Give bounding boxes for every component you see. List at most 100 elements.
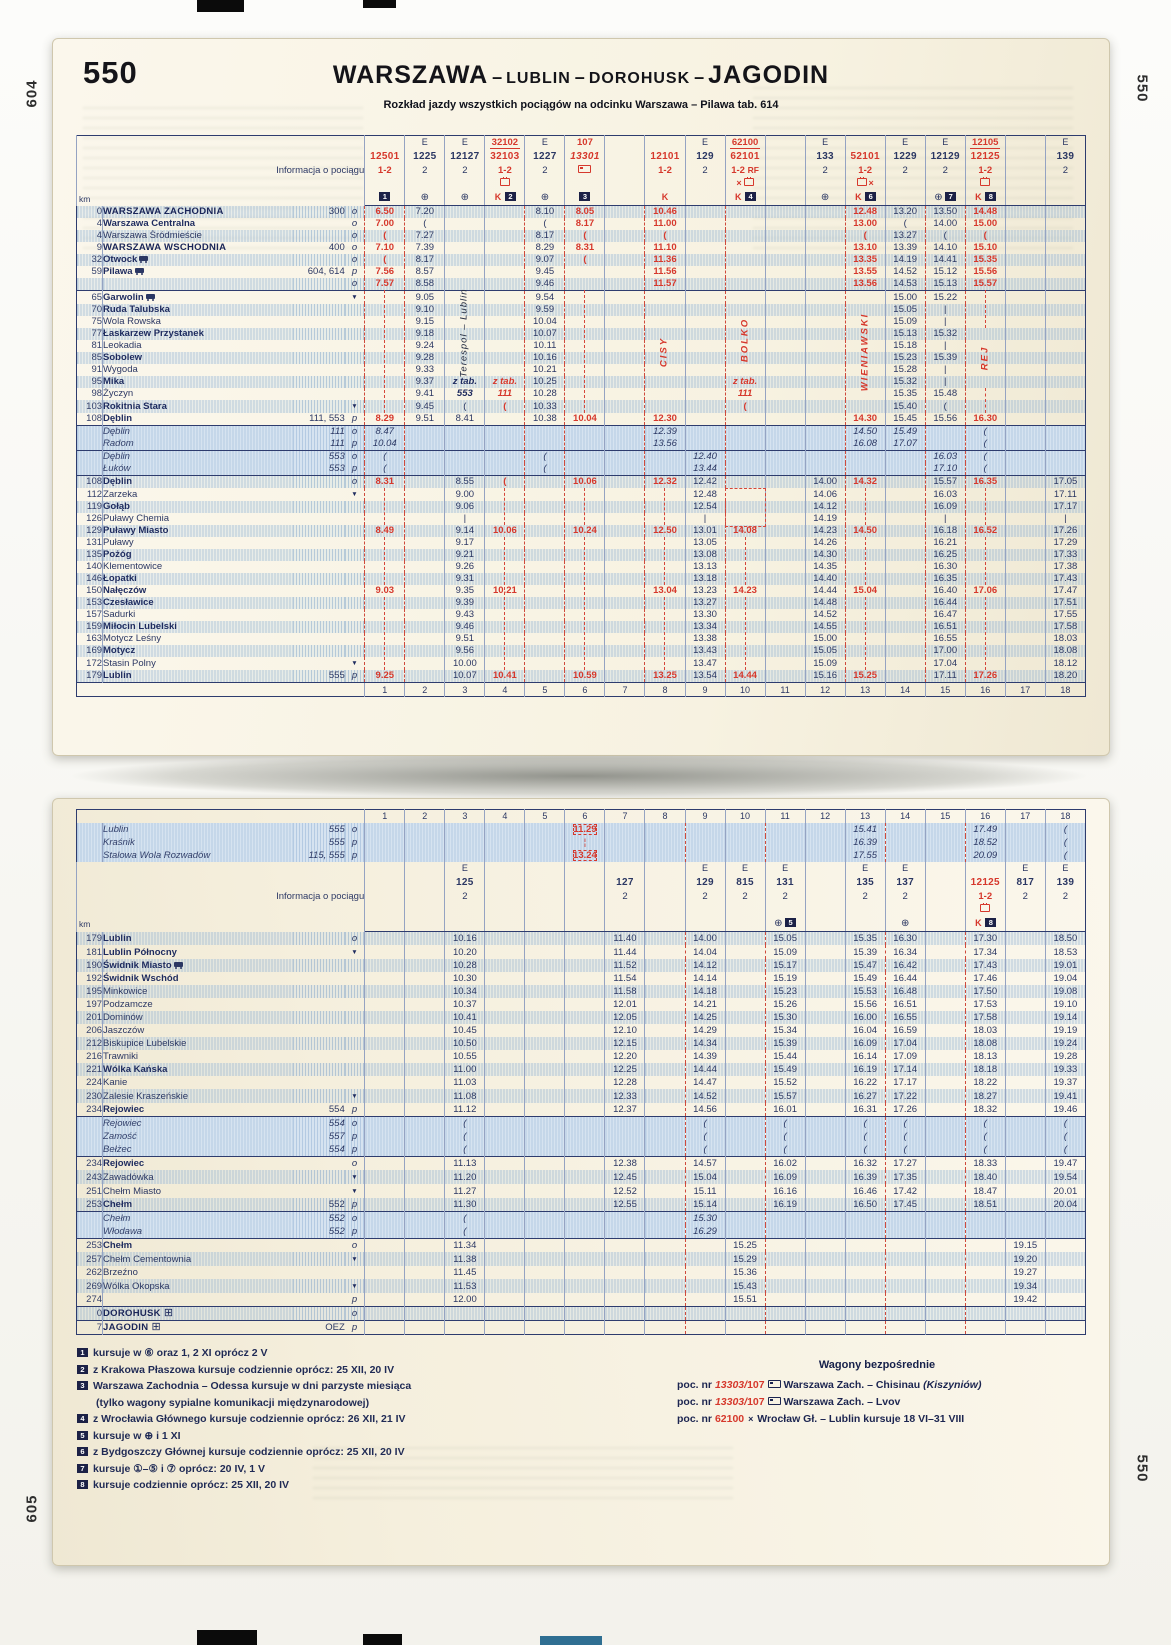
time-cell (1004, 475, 1046, 488)
time-cell: 17.35 (884, 1170, 926, 1184)
time-cell (524, 1089, 565, 1103)
train-header-cell: 1225 (404, 149, 445, 164)
train-header-cell (604, 177, 645, 190)
time-cell: 11.40 (604, 931, 645, 945)
time-cell (764, 254, 806, 266)
time-cell (564, 1306, 605, 1321)
km-cell: 146 (76, 573, 104, 585)
time-cell (644, 959, 686, 972)
time-value: 13.04 (653, 585, 677, 596)
time-value: 16.03 (933, 488, 958, 500)
time-cell (684, 438, 726, 451)
time-cell: 9.10 (404, 304, 445, 316)
time-cell (484, 549, 525, 561)
station-row: Włodawa 552 p(16.29 (76, 1225, 1086, 1239)
time-cell: ( (484, 400, 525, 413)
time-value: 9.07 (535, 254, 555, 265)
station-row: 126 Puławy Chemia | | 14.19 | | (76, 513, 1086, 525)
time-cell (1004, 501, 1046, 513)
time-value: 15.14 (693, 1199, 717, 1210)
time-value: 13.44 (693, 463, 717, 474)
train-class: 2 (702, 891, 708, 902)
train-header-cell: K 8 (964, 916, 1006, 932)
time-value: 11.27 (453, 1185, 477, 1197)
train-header-cell (764, 903, 806, 916)
time-cell: 13.05 (684, 537, 726, 549)
time-value: 10.28 (533, 388, 557, 399)
time-value: 17.11 (1053, 488, 1077, 500)
time-cell (684, 836, 726, 849)
time-cell (964, 340, 1006, 352)
station-name: Łaskarzew Przystanek (102, 328, 293, 340)
time-cell (404, 985, 445, 998)
time-cell: 12.15 (604, 1037, 645, 1050)
time-value: 17.27 (893, 1158, 918, 1169)
station-name: Wygoda (103, 364, 138, 375)
time-cell (804, 1156, 846, 1170)
time-cell (604, 1225, 645, 1239)
train-header-cell: 2 (684, 890, 726, 903)
time-cell (804, 1320, 846, 1335)
connecting-table-numbers (293, 1050, 345, 1063)
time-cell (404, 1225, 445, 1239)
time-value: 15.17 (773, 960, 797, 971)
train-header-cell (364, 903, 405, 916)
time-cell (404, 1143, 445, 1157)
train-info-label: Informacja o pociągu (276, 164, 365, 176)
time-cell (484, 488, 525, 501)
time-cell (724, 1076, 766, 1089)
train-header-cell: 1227 (524, 149, 565, 164)
time-cell (844, 609, 886, 621)
time-value: ( (943, 400, 947, 412)
train-header-cell (564, 875, 605, 890)
time-cell (884, 450, 926, 463)
time-cell (484, 205, 525, 218)
time-value: 17.43 (1053, 573, 1078, 584)
station-name: Kraśnik (102, 836, 293, 849)
station-name: Pożóg (102, 549, 293, 561)
time-cell: 15.36 (724, 1266, 766, 1279)
time-value: 16.19 (853, 1064, 878, 1075)
time-cell (604, 278, 645, 291)
train-header-cell (844, 903, 886, 916)
time-cell (644, 488, 686, 501)
time-cell (884, 1225, 926, 1239)
time-cell (1004, 945, 1046, 959)
time-value: 17.46 (973, 973, 998, 984)
time-value: 11.58 (613, 986, 637, 997)
time-value: 15.47 (853, 960, 878, 971)
time-cell (924, 972, 966, 985)
time-cell (764, 537, 806, 549)
time-cell (1044, 1279, 1086, 1293)
time-cell (564, 1024, 605, 1037)
request-stop-icon: ▼ (351, 660, 358, 667)
train-number: 1229 (893, 150, 917, 162)
time-cell (484, 1011, 525, 1024)
time-value: 14.23 (733, 585, 757, 596)
timetable-lower-table: 1 2 3 4 5 6 7 8 9 10 11 12 13 14 15 16 17 18 Lublin 555 o 11.… (75, 809, 1086, 1335)
time-cell: 10.21 (524, 364, 565, 376)
time-value: 9.59 (535, 304, 555, 315)
time-cell: 10.07 (444, 670, 485, 683)
time-cell (364, 561, 405, 573)
train-number: 127 (616, 877, 634, 888)
train-header-cell: 815 (724, 875, 766, 890)
time-cell: 15.05 (764, 931, 806, 945)
time-cell: 17.07 (884, 438, 926, 451)
time-cell (1044, 242, 1086, 254)
train-header-cell: 3 (564, 190, 605, 206)
time-cell: 9.18 (404, 328, 445, 340)
time-value: ( (783, 1118, 787, 1129)
arrival-departure-marker: p (351, 413, 358, 424)
time-cell (844, 1266, 886, 1279)
time-value: 18.51 (973, 1199, 998, 1210)
time-value: 13.55 (853, 266, 878, 277)
time-value: 18.12 (1053, 657, 1078, 669)
time-value: 17.55 (853, 850, 878, 861)
time-cell (524, 1143, 565, 1157)
time-cell (724, 513, 766, 525)
train-header-cell (564, 164, 605, 177)
time-value: 19.28 (1053, 1051, 1078, 1062)
time-cell (1004, 488, 1046, 501)
time-cell (484, 328, 525, 340)
